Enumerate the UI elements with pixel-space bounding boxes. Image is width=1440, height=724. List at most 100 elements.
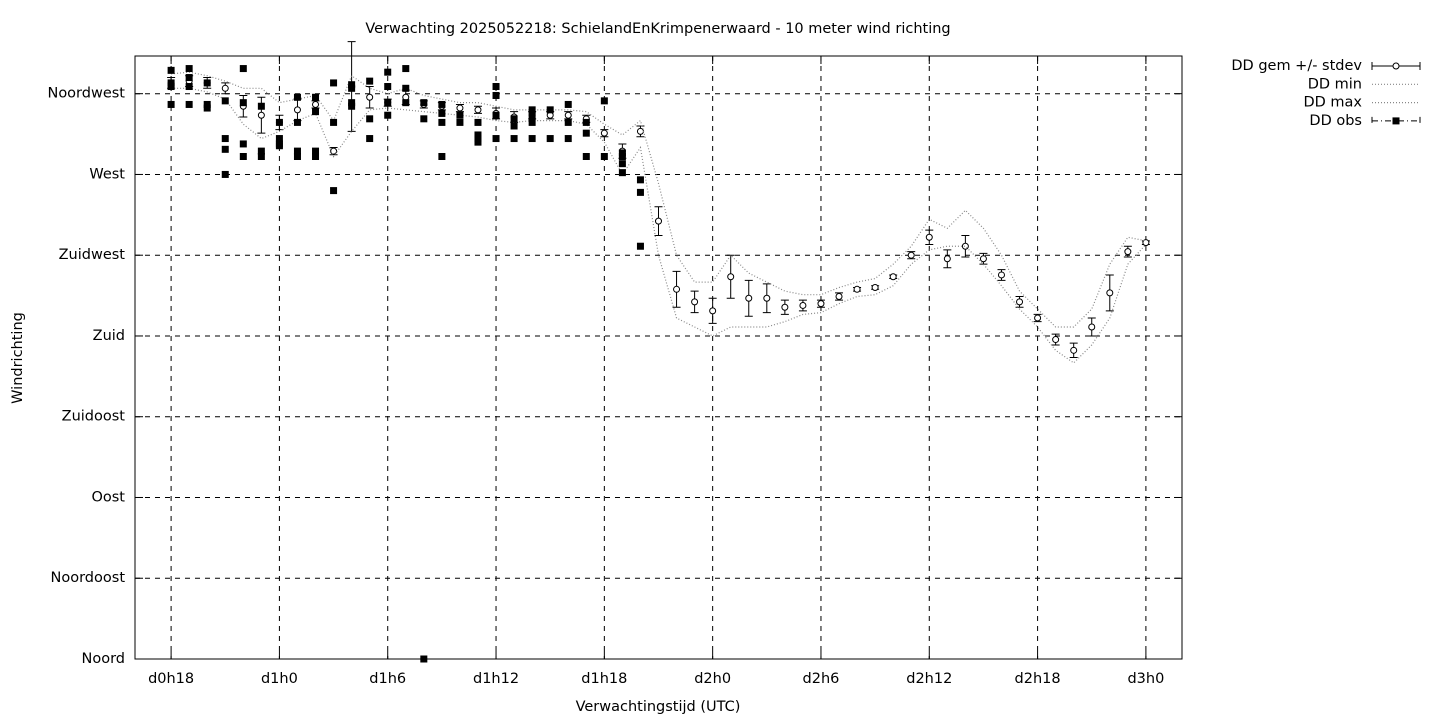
obs-point xyxy=(275,142,283,150)
obs-point xyxy=(312,108,320,116)
obs-point xyxy=(275,135,283,143)
mean-point xyxy=(1034,314,1042,322)
mean-point xyxy=(925,233,933,241)
chart-title: Verwachting 2025052218: SchielandEnKrimp… xyxy=(365,21,950,37)
obs-point xyxy=(348,81,356,89)
obs-point xyxy=(330,79,338,87)
obs-point xyxy=(185,83,193,91)
mean-point xyxy=(907,251,915,259)
obs-point xyxy=(239,65,247,73)
obs-point xyxy=(456,118,464,126)
mean-point xyxy=(727,273,735,281)
mean-point xyxy=(474,106,482,114)
obs-point xyxy=(618,169,626,177)
mean-point xyxy=(745,294,753,302)
mean-point xyxy=(564,111,572,119)
mean-point xyxy=(330,147,338,155)
obs-point xyxy=(384,68,392,76)
mean-point xyxy=(1052,336,1060,344)
mean-point xyxy=(312,100,320,108)
obs-point xyxy=(492,111,500,119)
obs-point xyxy=(384,111,392,119)
mean-point xyxy=(293,106,301,114)
x-tick-label: d1h6 xyxy=(369,671,406,687)
x-tick-label: d2h6 xyxy=(803,671,840,687)
obs-point xyxy=(312,147,320,155)
obs-point xyxy=(275,118,283,126)
obs-point xyxy=(528,111,536,119)
obs-point xyxy=(330,118,338,126)
mean-point xyxy=(456,104,464,112)
obs-point xyxy=(618,149,626,157)
x-tick-label: d0h18 xyxy=(148,671,194,687)
legend-label: DD gem +/- stdev xyxy=(1231,58,1362,74)
obs-point xyxy=(636,188,644,196)
obs-point xyxy=(167,66,175,74)
range-line xyxy=(171,87,1147,364)
legend-symbol xyxy=(1371,116,1421,125)
mean-point xyxy=(943,255,951,263)
obs-point xyxy=(221,145,229,153)
obs-point xyxy=(438,118,446,126)
obs-point xyxy=(510,115,518,123)
legend-symbol xyxy=(1392,117,1400,125)
y-tick-label: Noord xyxy=(82,651,126,667)
obs-point xyxy=(474,138,482,146)
obs-point xyxy=(474,135,482,143)
mean-point xyxy=(366,93,374,101)
y-tick-label: Oost xyxy=(91,489,125,505)
y-tick-label: Noordwest xyxy=(47,86,125,102)
obs-point xyxy=(618,160,626,168)
obs-point xyxy=(185,100,193,108)
mean-point xyxy=(655,217,662,225)
mean-point xyxy=(979,255,987,263)
x-tick-label: d3h0 xyxy=(1127,671,1164,687)
obs-point xyxy=(203,100,211,108)
obs-point xyxy=(312,153,320,160)
obs-point xyxy=(257,153,265,160)
mean-point xyxy=(817,300,825,308)
obs-point xyxy=(492,83,500,91)
obs-point xyxy=(438,109,446,117)
obs-point xyxy=(384,83,392,91)
obs-point xyxy=(636,242,644,250)
obs-point xyxy=(203,104,211,112)
mean-point xyxy=(1124,248,1132,256)
obs-point xyxy=(474,131,482,139)
obs-point xyxy=(420,99,428,107)
x-tick-label: d1h0 xyxy=(261,671,298,687)
obs-point xyxy=(564,118,572,126)
obs-point xyxy=(618,153,626,160)
obs-point xyxy=(257,147,265,155)
obs-point xyxy=(384,99,392,107)
mean-point xyxy=(961,242,969,250)
obs-point xyxy=(221,170,229,178)
obs-point xyxy=(420,115,428,123)
obs-point xyxy=(167,79,175,87)
mean-point xyxy=(781,303,789,311)
obs-point xyxy=(600,97,608,105)
obs-point xyxy=(221,135,229,143)
obs-point xyxy=(366,115,374,123)
legend-symbol xyxy=(1392,62,1400,70)
mean-point xyxy=(691,298,699,306)
obs-point xyxy=(348,99,356,107)
mean-point xyxy=(763,294,771,302)
obs-point xyxy=(420,655,428,663)
obs-point xyxy=(239,99,247,107)
mean-point xyxy=(257,111,265,119)
mean-point xyxy=(871,284,879,292)
y-tick-label: West xyxy=(89,166,125,182)
obs-point xyxy=(366,135,374,143)
x-tick-label: d2h18 xyxy=(1015,671,1061,687)
legend-label: DD max xyxy=(1303,95,1362,111)
obs-point xyxy=(167,83,175,91)
mean-point xyxy=(1070,346,1078,354)
obs-point xyxy=(492,91,500,99)
obs-point xyxy=(510,122,518,130)
obs-point xyxy=(167,100,175,108)
obs-point xyxy=(402,84,410,92)
mean-point xyxy=(799,301,807,309)
obs-point xyxy=(348,84,356,92)
